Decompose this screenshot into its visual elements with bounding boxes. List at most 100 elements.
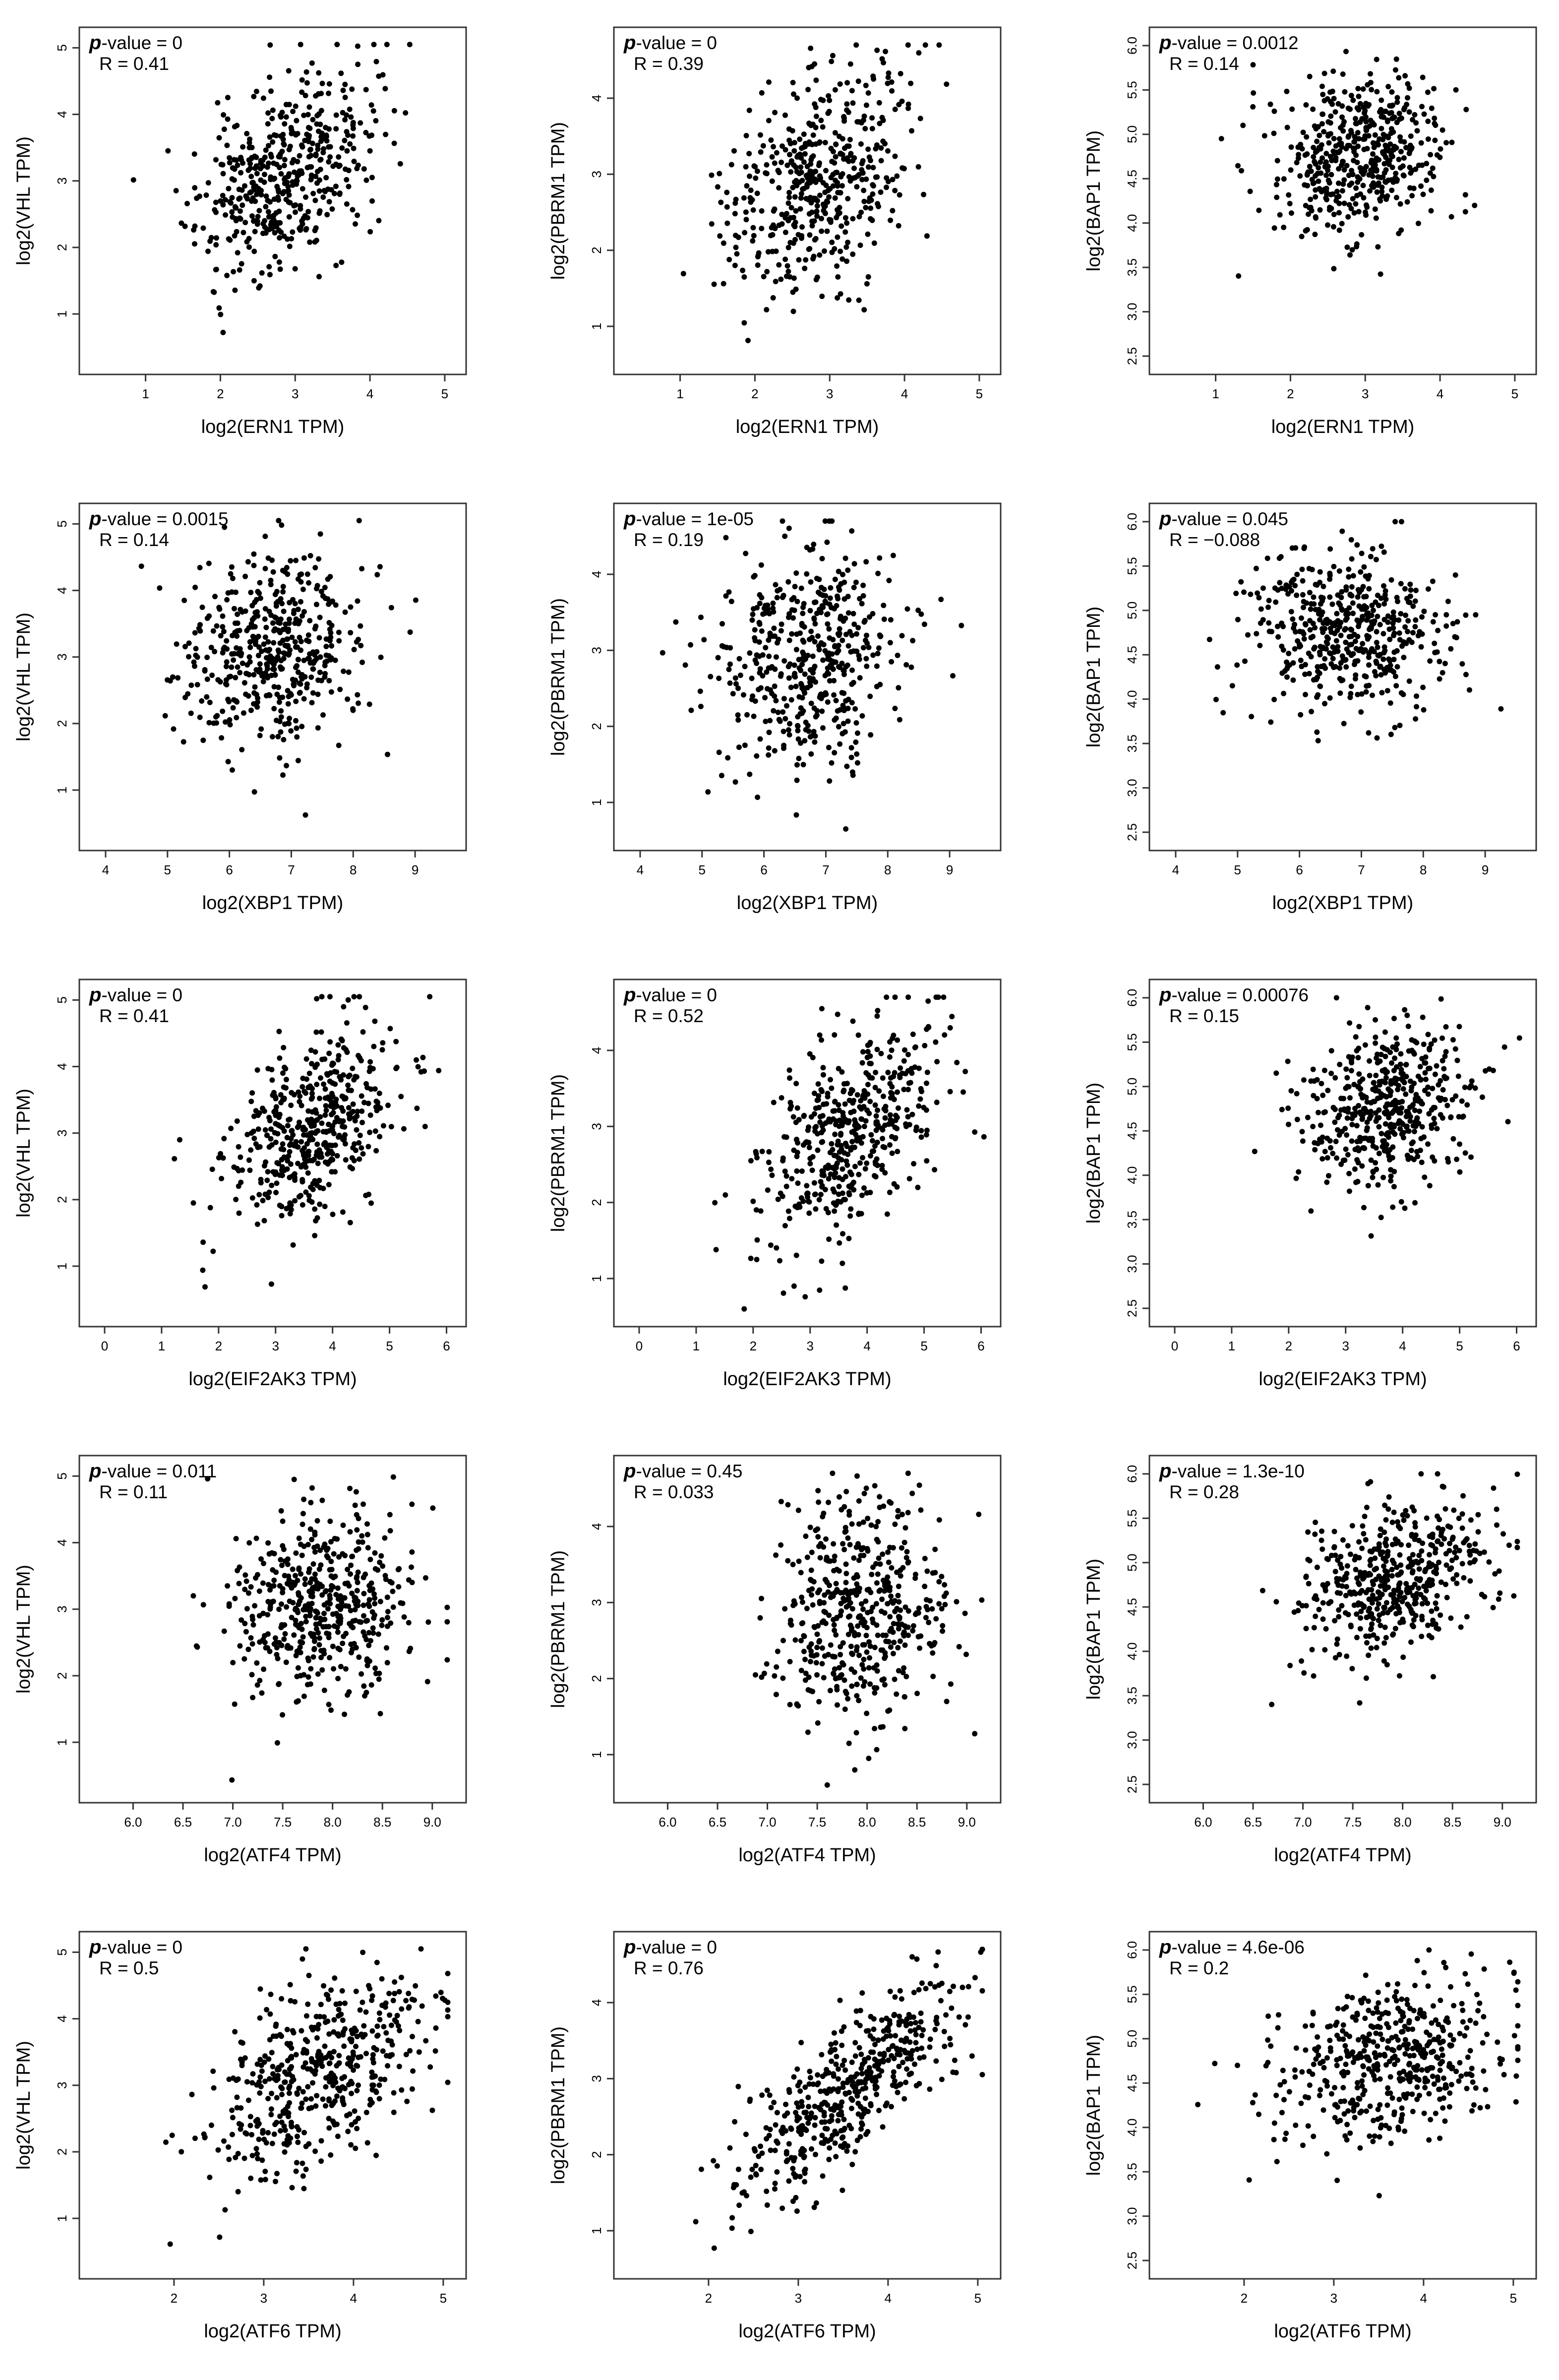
data-point (875, 651, 881, 657)
data-point (347, 141, 353, 147)
data-point (760, 143, 766, 149)
data-point (323, 1107, 329, 1113)
data-point (293, 677, 298, 683)
data-point (238, 155, 244, 160)
data-point (303, 1619, 309, 1625)
data-point (1419, 1124, 1425, 1130)
data-point (427, 994, 433, 1000)
data-point (820, 201, 826, 207)
data-point (1366, 662, 1372, 668)
data-point (262, 172, 267, 178)
y-tick-label: 3 (589, 1123, 604, 1130)
data-point (355, 598, 360, 604)
data-point (1392, 1131, 1398, 1137)
data-point (852, 706, 858, 712)
data-point (390, 1604, 396, 1610)
x-tick-label: 6 (1296, 862, 1303, 877)
y-tick-label: 3.5 (1125, 258, 1139, 276)
data-point (297, 1645, 303, 1650)
data-point (818, 1192, 824, 1198)
data-point (1432, 121, 1438, 126)
data-point (859, 1192, 865, 1198)
data-point (1377, 622, 1383, 627)
data-point (720, 240, 726, 246)
data-point (401, 1126, 407, 1132)
data-point (1387, 700, 1393, 706)
data-point (370, 1625, 376, 1631)
data-point (851, 561, 857, 567)
data-point (294, 118, 300, 123)
data-point (857, 1135, 863, 1141)
data-point (831, 1189, 837, 1195)
data-point (1319, 598, 1325, 604)
data-point (1332, 1119, 1338, 1125)
data-point (805, 723, 811, 729)
data-point (1280, 647, 1286, 653)
data-point (283, 102, 289, 108)
data-point (1444, 1102, 1450, 1108)
data-point (869, 217, 875, 223)
data-point (1370, 120, 1376, 125)
data-point (1325, 222, 1330, 228)
data-point (1429, 1125, 1435, 1131)
data-point (318, 91, 324, 96)
p-symbol: p (89, 508, 101, 530)
data-point (1253, 565, 1259, 571)
data-point (794, 95, 800, 101)
data-point (723, 535, 729, 541)
data-point (854, 730, 860, 736)
data-point (287, 1149, 293, 1155)
data-point (311, 1121, 317, 1127)
y-tick-label: 4 (55, 1539, 69, 1546)
data-point (297, 1098, 302, 1104)
data-point (918, 1134, 924, 1140)
data-point (1276, 555, 1282, 561)
data-point (1366, 730, 1372, 736)
data-point (320, 712, 326, 718)
data-point (314, 1609, 320, 1615)
data-point (1383, 596, 1389, 602)
data-point (1388, 1089, 1394, 1095)
data-point (1374, 640, 1379, 646)
data-point (1361, 146, 1367, 152)
data-point (875, 1008, 881, 1014)
data-point (280, 136, 286, 142)
data-point (1385, 84, 1391, 90)
data-point (374, 1107, 380, 1113)
data-point (1417, 629, 1423, 635)
data-point (1443, 1075, 1449, 1081)
data-point (859, 1060, 865, 1066)
data-point (962, 1069, 968, 1075)
data-point (302, 1156, 308, 1162)
data-point (799, 695, 805, 701)
data-point (1469, 1078, 1475, 1084)
data-point (1431, 86, 1437, 92)
data-point (1271, 108, 1277, 114)
data-point (776, 170, 782, 176)
data-point (1388, 110, 1394, 116)
data-point (1365, 614, 1371, 620)
data-point (1413, 120, 1419, 126)
data-point (844, 1144, 850, 1149)
data-point (377, 1710, 383, 1716)
data-point (1339, 114, 1345, 120)
data-point (1367, 1058, 1372, 1064)
data-point (949, 1014, 955, 1020)
data-point (1450, 620, 1456, 626)
data-point (379, 1617, 385, 1623)
data-point (1434, 1126, 1440, 1132)
data-point (880, 1136, 886, 1142)
y-tick-label: 5.0 (1125, 602, 1139, 619)
data-point (1438, 996, 1444, 1002)
data-point (733, 196, 739, 202)
y-tick-label: 5 (55, 520, 69, 527)
data-point (806, 1210, 812, 1216)
data-point (1330, 656, 1336, 662)
data-point (360, 1029, 366, 1035)
data-point (780, 518, 785, 524)
data-point (1422, 1174, 1428, 1180)
data-point (346, 669, 352, 675)
data-point (252, 198, 258, 204)
data-point (367, 1557, 373, 1562)
